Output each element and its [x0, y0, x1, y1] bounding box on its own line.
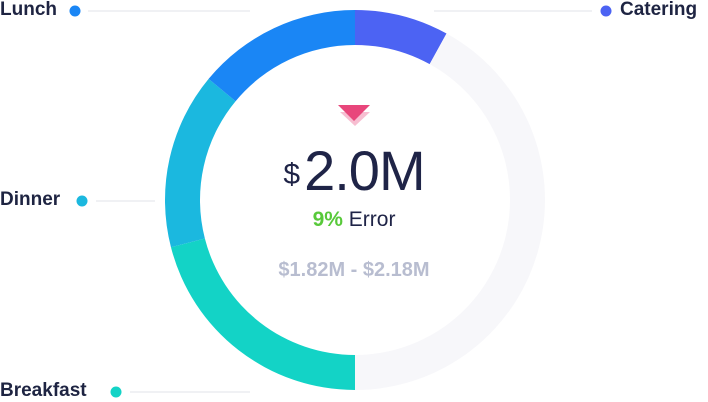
slice-catering: [355, 10, 447, 65]
legend-dot-dinner: [76, 195, 88, 207]
legend-label-dinner: Dinner: [0, 189, 61, 210]
error-label: Error: [348, 208, 396, 231]
currency-symbol: $: [283, 158, 301, 191]
error-percentage: 9%: [312, 208, 343, 231]
donut-slices: [165, 10, 545, 390]
legend-dot-catering: [600, 5, 612, 17]
legend-label-breakfast: Breakfast: [0, 380, 87, 401]
error-line: 9% Error: [200, 207, 508, 233]
estimate-range: $1.82M - $2.18M: [278, 259, 430, 281]
total-amount: $2.0M: [200, 138, 508, 208]
slice-breakfast: [170, 238, 355, 390]
slice-lunch: [208, 10, 355, 102]
legend-dot-breakfast: [110, 386, 122, 398]
legend-dot-lunch: [69, 5, 81, 17]
legend-label-catering: Catering: [620, 0, 698, 20]
legend-label-lunch: Lunch: [0, 0, 57, 20]
legend-leader-lines: [88, 10, 592, 393]
slice-remaining: [355, 33, 545, 390]
slice-dinner: [165, 78, 236, 248]
amount-value: 2.0M: [304, 139, 425, 202]
trend-indicator-icon: [338, 105, 370, 126]
legend-dots: [69, 5, 612, 398]
